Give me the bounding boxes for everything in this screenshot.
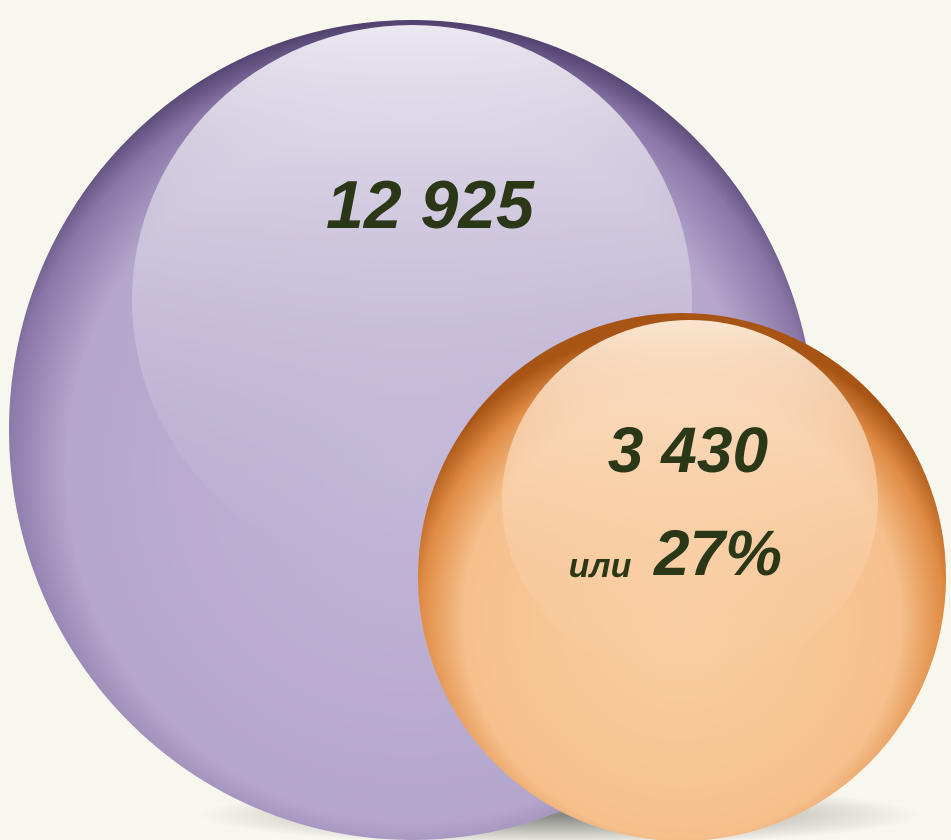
total-value: 12 925 (326, 167, 535, 243)
small-highlight (502, 320, 878, 680)
conjunction: или (569, 547, 632, 585)
part-share: 27% (653, 517, 782, 589)
part-value: 3 430 (608, 414, 768, 486)
